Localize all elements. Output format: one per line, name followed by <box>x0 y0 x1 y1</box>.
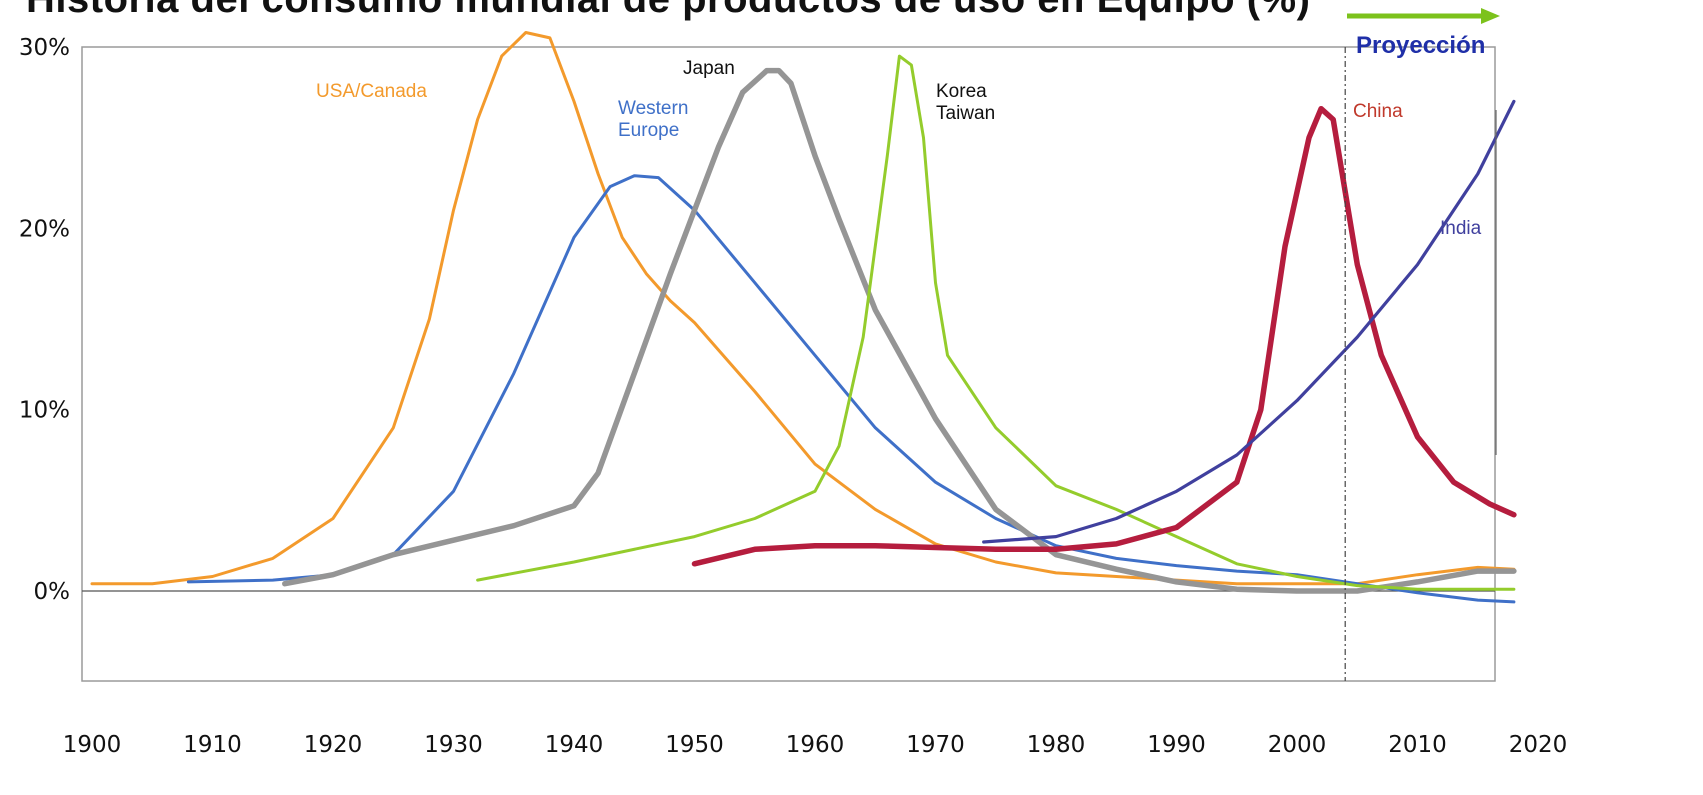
series-label-china: China <box>1353 101 1403 122</box>
series-label-western-europe: Western Europe <box>618 98 688 141</box>
x-tick-label: 1970 <box>906 732 965 758</box>
projection-label: Proyección <box>1356 32 1486 59</box>
x-tick-label: 1910 <box>183 732 242 758</box>
x-tick-label: 1930 <box>424 732 483 758</box>
series-line-western-europe <box>186 174 1516 604</box>
series-label-japan: Japan <box>683 58 735 79</box>
series-line-usa-canada <box>90 31 1516 586</box>
series-label-usa-canada: USA/Canada <box>316 81 427 102</box>
y-tick-label: 20% <box>19 216 70 242</box>
series-line-korea-taiwan <box>476 54 1516 591</box>
x-tick-label: 2000 <box>1268 732 1327 758</box>
x-tick-label: 1950 <box>665 732 724 758</box>
x-tick-label: 1960 <box>786 732 845 758</box>
x-tick-label: 2010 <box>1388 732 1447 758</box>
series-line-japan <box>282 67 1517 594</box>
projection-arrow <box>1347 8 1500 24</box>
plot-area-frame <box>81 46 1496 682</box>
y-tick-label: 10% <box>19 398 70 424</box>
series-label-india: India <box>1440 218 1482 239</box>
x-tick-label: 1990 <box>1147 732 1206 758</box>
series-label-korea-taiwan: Korea Taiwan <box>936 81 995 124</box>
series-line-india <box>982 99 1516 544</box>
x-tick-label: 2020 <box>1509 732 1568 758</box>
series-line-china <box>691 105 1517 567</box>
y-tick-label: 30% <box>19 35 70 61</box>
x-tick-label: 1900 <box>63 732 122 758</box>
x-tick-label: 1920 <box>304 732 363 758</box>
y-tick-label: 0% <box>34 579 71 605</box>
x-tick-label: 1940 <box>545 732 604 758</box>
x-tick-label: 1980 <box>1027 732 1086 758</box>
chart-title: Historia del consumo mundial de producto… <box>26 0 1310 22</box>
